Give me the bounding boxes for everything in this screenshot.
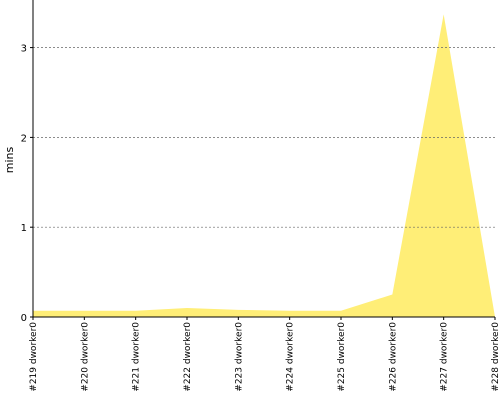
- y-tick-label: 3: [21, 44, 27, 55]
- x-tick-label: #228 dworker0: [491, 322, 500, 392]
- x-tick-label: #219 dworker0: [29, 322, 39, 392]
- x-tick-label: #220 dworker0: [80, 322, 90, 392]
- area: [33, 14, 495, 317]
- y-tick-label: 0: [21, 313, 27, 324]
- x-tick-label: #221 dworker0: [132, 322, 142, 392]
- x-tick-label: #225 dworker0: [337, 322, 347, 392]
- y-axis-label: mins: [3, 146, 16, 173]
- x-tick-label: #224 dworker0: [286, 322, 296, 392]
- y-tick-label: 2: [21, 133, 27, 144]
- x-tick-label: #226 dworker0: [388, 322, 398, 392]
- y-tick-label: 1: [21, 223, 27, 234]
- x-tick-label: #222 dworker0: [183, 322, 193, 392]
- x-tick-label: #223 dworker0: [234, 322, 244, 392]
- x-tick-label: #227 dworker0: [440, 322, 450, 392]
